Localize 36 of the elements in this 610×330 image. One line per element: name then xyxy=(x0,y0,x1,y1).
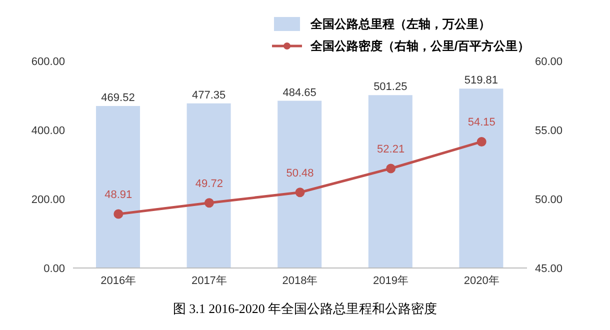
y-tick-label: 0.00 xyxy=(44,262,65,275)
point xyxy=(476,136,486,146)
data-label: 477.35 xyxy=(192,89,226,102)
point xyxy=(386,164,396,174)
y-tick-label: 200.00 xyxy=(31,194,65,206)
data-label: 484.65 xyxy=(282,86,316,99)
point xyxy=(204,198,214,208)
bar xyxy=(459,88,504,268)
data-label: 49.72 xyxy=(195,178,223,190)
x-tick-label: 2018年 xyxy=(282,274,318,287)
data-label: 54.15 xyxy=(468,116,496,129)
y-tick-label: 400.00 xyxy=(31,124,65,137)
legend-label: 全国公路总里程（左轴，万公里） xyxy=(310,16,490,32)
bar xyxy=(96,106,140,268)
data-label: 52.21 xyxy=(377,144,405,156)
bar xyxy=(278,100,322,268)
y2-tick-label: 50.00 xyxy=(535,194,563,206)
data-label: 519.81 xyxy=(464,74,498,87)
point xyxy=(114,209,124,219)
x-tick-label: 2020年 xyxy=(464,274,500,287)
legend-label: 全国公路密度（右轴，公里/百平方公里） xyxy=(310,38,530,54)
data-label: 50.48 xyxy=(286,167,314,180)
x-tick-label: 2017年 xyxy=(191,274,227,287)
data-label: 469.52 xyxy=(101,92,135,104)
point xyxy=(295,188,305,198)
data-label: 501.25 xyxy=(374,81,408,94)
x-tick-label: 2019年 xyxy=(373,274,409,287)
caption: 图 3.1 2016-2020 年全国公路总里程和公路密度 xyxy=(172,300,438,318)
y2-tick-label: 45.00 xyxy=(535,262,563,275)
x-tick-label: 2016年 xyxy=(100,274,136,287)
y2-tick-label: 55.00 xyxy=(535,124,563,137)
bar xyxy=(186,103,231,268)
y2-tick-label: 60.00 xyxy=(535,56,563,68)
y-tick-label: 600.00 xyxy=(31,56,65,68)
bar xyxy=(368,95,412,268)
data-label: 48.91 xyxy=(104,189,132,202)
